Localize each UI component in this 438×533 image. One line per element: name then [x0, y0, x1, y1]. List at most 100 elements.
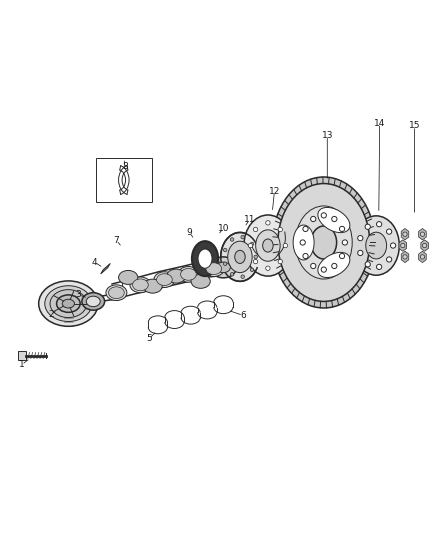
Ellipse shape: [62, 299, 74, 308]
Text: 11: 11: [244, 215, 255, 224]
Circle shape: [230, 238, 234, 241]
Circle shape: [241, 275, 244, 278]
Ellipse shape: [39, 281, 98, 326]
Circle shape: [311, 216, 316, 222]
Ellipse shape: [221, 232, 259, 281]
Circle shape: [266, 221, 270, 225]
Circle shape: [253, 227, 258, 232]
Ellipse shape: [180, 269, 196, 280]
Ellipse shape: [206, 263, 222, 274]
Circle shape: [332, 216, 337, 222]
Circle shape: [300, 240, 305, 245]
Text: 15: 15: [409, 122, 420, 131]
Text: 5: 5: [146, 334, 152, 343]
Circle shape: [250, 268, 254, 271]
Polygon shape: [421, 240, 428, 251]
Ellipse shape: [192, 241, 218, 276]
Circle shape: [342, 240, 347, 245]
Circle shape: [278, 260, 283, 264]
Ellipse shape: [106, 285, 127, 301]
Bar: [96, 158, 152, 202]
Circle shape: [420, 255, 425, 259]
Polygon shape: [401, 251, 409, 263]
Ellipse shape: [318, 207, 350, 232]
Ellipse shape: [178, 266, 199, 282]
Circle shape: [266, 266, 270, 270]
Text: 6: 6: [240, 311, 246, 320]
Circle shape: [339, 227, 345, 231]
Ellipse shape: [166, 269, 186, 283]
Polygon shape: [399, 240, 406, 251]
Polygon shape: [401, 229, 409, 240]
Circle shape: [223, 262, 227, 265]
Text: 4: 4: [92, 257, 97, 266]
Ellipse shape: [191, 274, 210, 288]
Text: 2: 2: [48, 310, 54, 319]
Ellipse shape: [130, 277, 151, 293]
Circle shape: [241, 236, 244, 239]
Circle shape: [386, 257, 392, 262]
Circle shape: [311, 263, 316, 269]
Ellipse shape: [133, 279, 148, 290]
Circle shape: [401, 244, 405, 248]
Circle shape: [321, 213, 326, 218]
Ellipse shape: [256, 230, 280, 261]
Circle shape: [283, 244, 288, 248]
Ellipse shape: [198, 249, 212, 268]
Circle shape: [250, 242, 254, 246]
Ellipse shape: [263, 239, 273, 252]
Circle shape: [403, 255, 407, 259]
Ellipse shape: [318, 252, 350, 278]
Text: 1: 1: [19, 360, 25, 369]
Circle shape: [248, 244, 253, 248]
Circle shape: [339, 253, 345, 259]
Circle shape: [358, 236, 363, 241]
Circle shape: [390, 243, 396, 248]
Text: 14: 14: [374, 119, 385, 128]
Ellipse shape: [154, 272, 175, 287]
Circle shape: [403, 232, 407, 236]
Circle shape: [377, 264, 382, 270]
Circle shape: [303, 227, 308, 231]
Ellipse shape: [82, 293, 105, 310]
Circle shape: [253, 260, 258, 264]
Text: 7: 7: [113, 236, 119, 245]
Ellipse shape: [244, 215, 292, 276]
Ellipse shape: [295, 206, 352, 279]
Ellipse shape: [216, 262, 230, 272]
Circle shape: [332, 263, 337, 269]
Ellipse shape: [278, 183, 370, 302]
Circle shape: [365, 262, 371, 267]
Bar: [18, 351, 26, 360]
Polygon shape: [419, 229, 426, 240]
Circle shape: [230, 272, 234, 276]
Circle shape: [278, 227, 283, 232]
Ellipse shape: [203, 261, 224, 277]
Circle shape: [303, 253, 308, 259]
Polygon shape: [419, 251, 426, 263]
Circle shape: [321, 267, 326, 272]
Ellipse shape: [210, 257, 237, 278]
Circle shape: [365, 224, 371, 229]
Ellipse shape: [50, 289, 87, 318]
Text: 12: 12: [269, 187, 280, 196]
Ellipse shape: [156, 274, 172, 286]
Ellipse shape: [353, 216, 399, 275]
Ellipse shape: [45, 286, 92, 321]
Ellipse shape: [109, 287, 124, 298]
Text: 13: 13: [321, 131, 333, 140]
Text: 10: 10: [218, 223, 229, 232]
Ellipse shape: [311, 226, 337, 259]
Ellipse shape: [235, 251, 245, 263]
Circle shape: [420, 232, 425, 236]
Circle shape: [358, 251, 363, 256]
Circle shape: [377, 222, 382, 227]
Circle shape: [423, 244, 427, 248]
Ellipse shape: [119, 270, 138, 285]
Ellipse shape: [273, 177, 375, 308]
Ellipse shape: [86, 296, 100, 306]
Ellipse shape: [366, 232, 387, 259]
Circle shape: [223, 248, 227, 252]
Polygon shape: [101, 263, 110, 274]
Text: 3: 3: [75, 290, 81, 300]
